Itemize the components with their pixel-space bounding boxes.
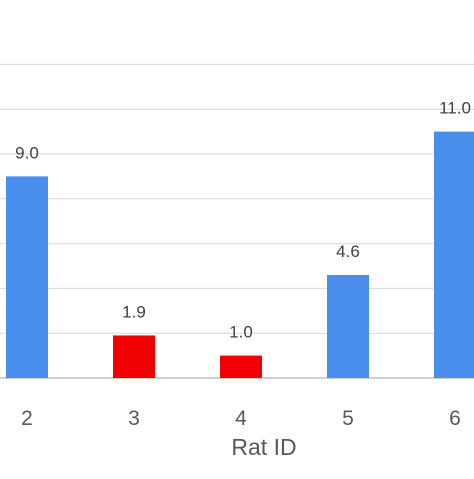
x-tick-label-5: 5 xyxy=(342,407,354,430)
value-label-rat-6: 11.0 xyxy=(439,99,471,118)
x-tick-label-6: 6 xyxy=(449,407,461,430)
value-label-rat-4: 1.0 xyxy=(229,323,253,342)
bar-rat-3 xyxy=(113,335,155,378)
x-tick-label-2: 2 xyxy=(21,407,33,430)
x-tick-labels: 2 3 4 5 6 xyxy=(21,407,461,430)
value-label-rat-2: 9.0 xyxy=(15,143,39,162)
value-label-rat-3: 1.9 xyxy=(122,302,146,321)
value-label-rat-5: 4.6 xyxy=(336,242,360,261)
value-labels: 9.0 1.9 1.0 4.6 11.0 xyxy=(15,99,471,342)
gridlines xyxy=(0,63,474,379)
bar-rat-2 xyxy=(6,176,48,378)
bar-rat-4 xyxy=(220,355,262,378)
x-tick-label-4: 4 xyxy=(235,407,247,430)
x-axis-title: Rat ID xyxy=(231,434,296,460)
bar-rat-6 xyxy=(434,131,474,378)
bars xyxy=(6,131,474,378)
bar-rat-5 xyxy=(327,274,369,378)
x-tick-label-3: 3 xyxy=(128,407,140,430)
